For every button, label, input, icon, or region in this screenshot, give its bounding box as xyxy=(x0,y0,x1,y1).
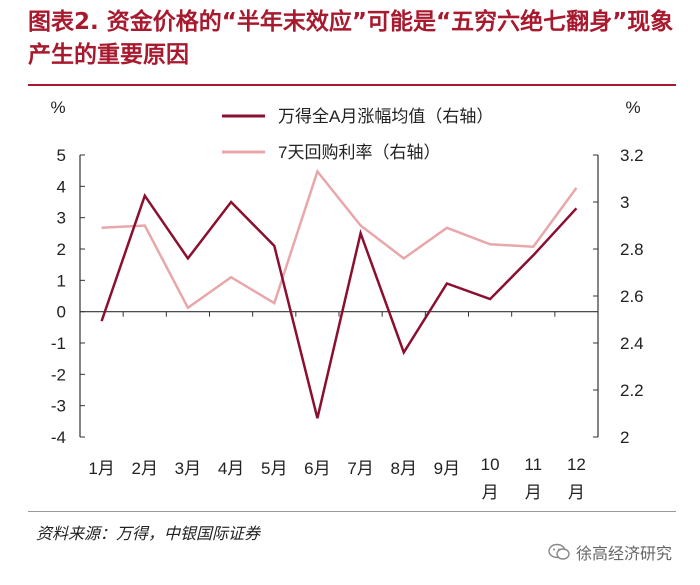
series-line-repo-rate xyxy=(101,168,578,310)
wechat-icon xyxy=(548,543,570,560)
x-tick-label: 10 月 xyxy=(481,455,500,502)
x-tick-label: 8月 xyxy=(391,459,417,478)
legend: 万得全A月涨幅均值（右轴） 7天回购利率（右轴） xyxy=(222,107,493,162)
right-axis-unit: % xyxy=(625,98,640,117)
left-tick-label: 3 xyxy=(57,209,66,228)
axes: % % 5 4 3 2 1 0 -1 -2 -3 -4 3.2 3 2.8 2.6 2.4 2.2 2 1月 2月 3月 4… xyxy=(50,98,643,502)
left-tick-label: 5 xyxy=(57,146,66,165)
left-tick-label: 2 xyxy=(57,240,66,259)
dual-axis-line-chart: % % 5 4 3 2 1 0 -1 -2 -3 -4 3.2 3 2.8 2.6 2.4 2.2 2 1月 2月 3月 4… xyxy=(50,98,643,502)
x-tick-label: 12 月 xyxy=(567,455,586,502)
right-tick-label: 3 xyxy=(620,193,629,212)
title-divider xyxy=(28,84,676,86)
right-tick-label: 2.4 xyxy=(620,334,644,353)
left-tick-label: -1 xyxy=(51,334,66,353)
watermark: 徐高经济研究 xyxy=(548,540,672,564)
legend-label: 7天回购利率（右轴） xyxy=(278,143,440,162)
series-line-wind-a-return xyxy=(100,192,578,419)
left-tick-label: -3 xyxy=(51,397,66,416)
watermark-text: 徐高经济研究 xyxy=(576,544,673,563)
right-tick-label: 2.6 xyxy=(620,287,644,306)
left-tick-label: -4 xyxy=(51,428,66,447)
source-divider xyxy=(28,511,676,512)
left-tick-label: 4 xyxy=(57,177,66,196)
chart-title: 图表2. 资金价格的“半年末效应”可能是“五穷六绝七翻身”现象产生的重要原因 xyxy=(28,9,674,68)
left-tick-label: 1 xyxy=(57,271,66,290)
x-tick-label: 1月 xyxy=(88,459,114,478)
x-tick-label: 9月 xyxy=(434,459,460,478)
left-tick-label: -2 xyxy=(51,365,66,384)
right-tick-label: 3.2 xyxy=(620,146,644,165)
x-tick-label: 4月 xyxy=(218,459,244,478)
legend-label: 万得全A月涨幅均值（右轴） xyxy=(278,107,493,126)
series-layer xyxy=(100,168,578,419)
right-tick-label: 2.8 xyxy=(620,240,644,259)
x-tick-label: 6月 xyxy=(304,459,330,478)
x-tick-label: 5月 xyxy=(261,459,287,478)
x-tick-label: 11 月 xyxy=(524,455,542,502)
x-tick-label: 7月 xyxy=(347,459,373,478)
left-tick-label: 0 xyxy=(57,303,66,322)
left-axis-unit: % xyxy=(50,98,65,117)
right-tick-label: 2.2 xyxy=(620,381,644,400)
x-tick-label: 3月 xyxy=(175,459,201,478)
source-note: 资料来源：万得，中银国际证券 xyxy=(36,524,261,543)
x-tick-label: 2月 xyxy=(132,459,158,478)
right-tick-label: 2 xyxy=(620,428,629,447)
